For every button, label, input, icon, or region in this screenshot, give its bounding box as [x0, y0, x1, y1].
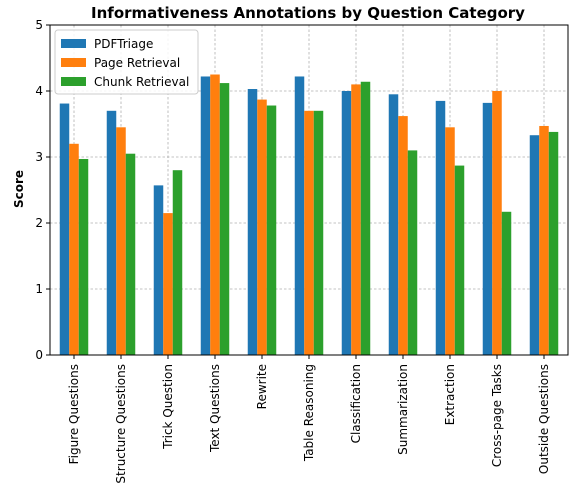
bar [59, 103, 70, 355]
x-tick-label: Summarization [396, 364, 410, 455]
legend-swatch [61, 58, 86, 67]
bar [69, 143, 79, 355]
x-tick-label: Outside Questions [537, 364, 551, 474]
bar [247, 89, 258, 356]
y-axis-ticks: 0 1 2 3 4 5 [35, 18, 50, 362]
x-tick-label: Cross-page Tasks [490, 364, 504, 467]
bar [529, 135, 540, 355]
y-tick-label: 1 [35, 282, 43, 296]
bar [172, 170, 183, 355]
legend-label: Page Retrieval [94, 56, 180, 70]
x-tick-label: Trick Question [161, 364, 175, 450]
x-tick-label: Table Reasoning [302, 364, 316, 462]
bar [153, 185, 164, 355]
bar [200, 76, 211, 355]
x-tick-label: Structure Questions [114, 364, 128, 484]
bars [59, 74, 559, 356]
bar [78, 158, 89, 355]
x-axis-ticks: Figure Questions Structure Questions Trick… [67, 355, 551, 484]
y-tick-label: 0 [35, 348, 43, 362]
x-tick-label: Text Questions [208, 364, 222, 453]
y-tick-label: 5 [35, 18, 43, 32]
bar [341, 91, 352, 355]
bar [351, 84, 361, 356]
x-tick-label: Classification [349, 364, 363, 443]
legend-swatch [61, 39, 86, 48]
y-tick-label: 3 [35, 150, 43, 164]
legend-label: PDFTriage [94, 37, 153, 51]
x-tick-label: Figure Questions [67, 364, 81, 464]
bar [219, 83, 230, 355]
x-tick-label: Rewrite [255, 364, 269, 409]
bar [163, 213, 173, 355]
bar [398, 116, 408, 355]
bar [106, 110, 117, 355]
legend: PDFTriage Page Retrieval Chunk Retrieval [54, 29, 199, 95]
bar [257, 99, 267, 355]
legend-label: Chunk Retrieval [94, 75, 189, 89]
bar [360, 81, 371, 355]
bar [210, 74, 220, 355]
bar [266, 105, 277, 356]
bar [294, 76, 305, 355]
bar [548, 131, 559, 355]
y-tick-label: 4 [35, 84, 43, 98]
bar [304, 110, 314, 355]
y-tick-label: 2 [35, 216, 43, 230]
legend-box [54, 29, 199, 95]
bar [482, 102, 493, 355]
bar [501, 211, 512, 355]
bar [454, 165, 465, 355]
bar [435, 100, 446, 356]
chart-title: Informativeness Annotations by Question … [91, 4, 525, 22]
bar [388, 94, 399, 356]
x-tick-label: Extraction [443, 364, 457, 425]
bar [116, 127, 126, 355]
bar [445, 127, 455, 355]
legend-swatch [61, 77, 86, 86]
bar [313, 110, 324, 355]
bar [407, 150, 418, 355]
bar [492, 91, 502, 355]
bar [125, 153, 136, 355]
y-axis-label: Score [12, 170, 26, 208]
bar [539, 125, 549, 355]
